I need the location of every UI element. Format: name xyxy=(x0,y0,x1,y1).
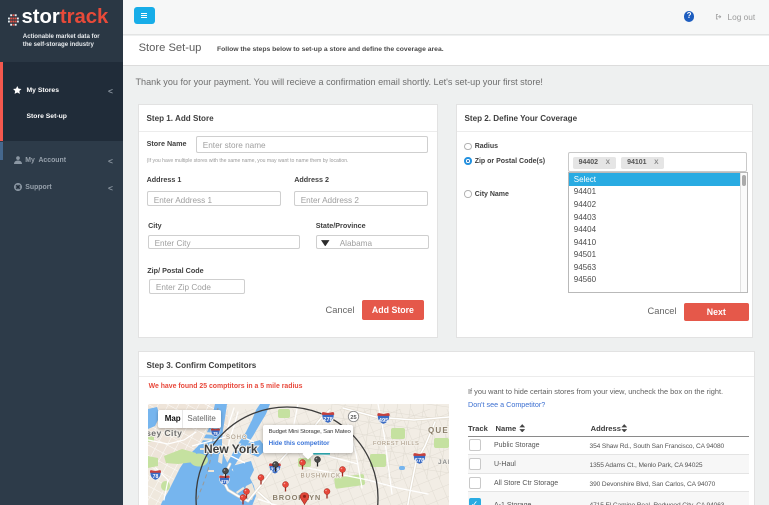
svg-text:25: 25 xyxy=(350,415,356,421)
svg-text:QUEENS: QUEENS xyxy=(428,426,449,435)
svg-text:BUSHWICK: BUSHWICK xyxy=(301,473,342,480)
svg-text:Jersey City: Jersey City xyxy=(148,428,182,438)
svg-text:BROOKLYN: BROOKLYN xyxy=(273,493,322,502)
svg-text:78: 78 xyxy=(153,474,159,480)
svg-text:678: 678 xyxy=(415,458,425,464)
svg-text:SOHO: SOHO xyxy=(226,435,248,441)
svg-text:JAMAICA: JAMAICA xyxy=(438,459,449,466)
svg-text:FOREST HILLS: FOREST HILLS xyxy=(373,441,419,447)
svg-text:478: 478 xyxy=(220,479,228,485)
svg-text:78: 78 xyxy=(213,431,218,436)
svg-text:278: 278 xyxy=(323,417,333,423)
svg-text:New York: New York xyxy=(204,442,258,456)
svg-text:495: 495 xyxy=(379,418,389,424)
